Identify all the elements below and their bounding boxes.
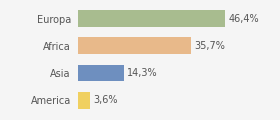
Text: 3,6%: 3,6% (93, 95, 117, 105)
Text: 35,7%: 35,7% (194, 41, 225, 51)
Bar (78, 10, 225, 27)
Bar (78, 92, 90, 109)
Text: 14,3%: 14,3% (127, 68, 157, 78)
Bar (78, 65, 123, 81)
Bar (78, 37, 191, 54)
Text: 46,4%: 46,4% (228, 14, 259, 24)
